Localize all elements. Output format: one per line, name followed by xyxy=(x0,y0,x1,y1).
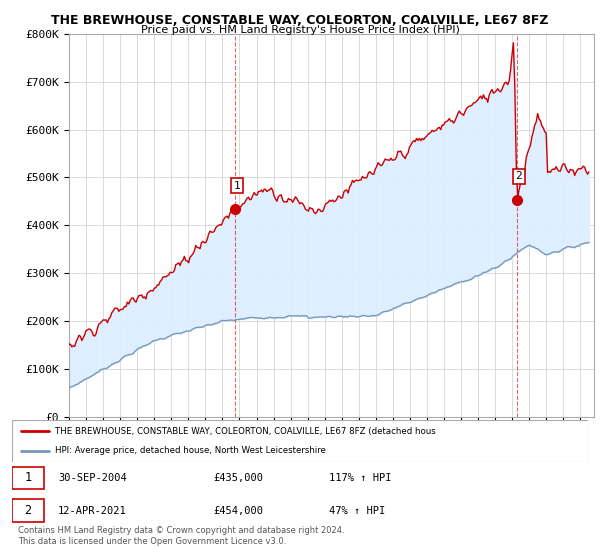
Text: Contains HM Land Registry data © Crown copyright and database right 2024.
This d: Contains HM Land Registry data © Crown c… xyxy=(18,526,344,546)
Text: 2019: 2019 xyxy=(473,434,482,455)
Text: 2025: 2025 xyxy=(576,434,585,455)
FancyBboxPatch shape xyxy=(12,466,44,489)
Text: THE BREWHOUSE, CONSTABLE WAY, COLEORTON, COALVILLE, LE67 8FZ (detached hous: THE BREWHOUSE, CONSTABLE WAY, COLEORTON,… xyxy=(55,427,436,436)
Text: 1996: 1996 xyxy=(82,434,91,455)
Text: THE BREWHOUSE, CONSTABLE WAY, COLEORTON, COALVILLE, LE67 8FZ: THE BREWHOUSE, CONSTABLE WAY, COLEORTON,… xyxy=(51,14,549,27)
Text: Price paid vs. HM Land Registry's House Price Index (HPI): Price paid vs. HM Land Registry's House … xyxy=(140,25,460,35)
Text: 2017: 2017 xyxy=(439,434,449,455)
Text: HPI: Average price, detached house, North West Leicestershire: HPI: Average price, detached house, Nort… xyxy=(55,446,326,455)
Text: 2002: 2002 xyxy=(184,434,193,455)
Text: 2006: 2006 xyxy=(252,434,261,455)
Text: 2014: 2014 xyxy=(388,434,397,455)
Text: 117% ↑ HPI: 117% ↑ HPI xyxy=(329,473,391,483)
Text: 1998: 1998 xyxy=(116,434,125,455)
Text: 1995: 1995 xyxy=(64,434,73,455)
Text: 2: 2 xyxy=(515,171,522,181)
Text: 2007: 2007 xyxy=(269,434,278,455)
Text: 2022: 2022 xyxy=(525,434,534,455)
Text: 2005: 2005 xyxy=(235,434,244,455)
Text: 2024: 2024 xyxy=(559,434,568,455)
Text: 2004: 2004 xyxy=(218,434,227,455)
Text: 2: 2 xyxy=(25,504,32,517)
Text: 2018: 2018 xyxy=(457,434,466,455)
Text: 1: 1 xyxy=(233,181,240,190)
Text: £454,000: £454,000 xyxy=(214,506,263,516)
Text: 2020: 2020 xyxy=(491,434,500,455)
Text: 2008: 2008 xyxy=(286,434,295,455)
Text: £435,000: £435,000 xyxy=(214,473,263,483)
Text: 47% ↑ HPI: 47% ↑ HPI xyxy=(329,506,385,516)
Text: 2023: 2023 xyxy=(542,434,551,455)
Text: 2021: 2021 xyxy=(508,434,517,455)
Text: 2001: 2001 xyxy=(167,434,176,455)
Text: 2009: 2009 xyxy=(303,434,312,455)
Text: 2016: 2016 xyxy=(422,434,431,455)
Text: 2012: 2012 xyxy=(354,434,363,455)
FancyBboxPatch shape xyxy=(12,500,44,522)
Text: 1997: 1997 xyxy=(98,434,107,455)
Text: 1: 1 xyxy=(25,471,32,484)
Text: 2000: 2000 xyxy=(150,434,159,455)
Text: 2003: 2003 xyxy=(201,434,210,455)
Text: 30-SEP-2004: 30-SEP-2004 xyxy=(58,473,127,483)
Text: 2015: 2015 xyxy=(406,434,415,455)
Text: 12-APR-2021: 12-APR-2021 xyxy=(58,506,127,516)
FancyBboxPatch shape xyxy=(12,420,588,462)
Text: 2010: 2010 xyxy=(320,434,329,455)
Text: 2011: 2011 xyxy=(337,434,346,455)
Text: 1999: 1999 xyxy=(133,434,142,455)
Text: 2013: 2013 xyxy=(371,434,380,455)
